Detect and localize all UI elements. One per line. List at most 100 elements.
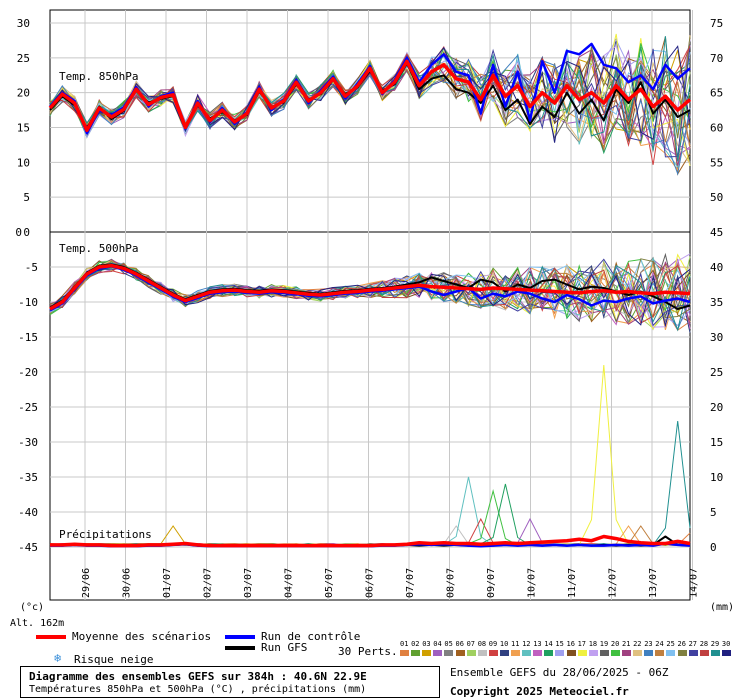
x-tick-label: 03/07 — [243, 568, 254, 598]
x-tick-label: 29/06 — [81, 568, 92, 598]
pert-color-swatch — [699, 650, 709, 656]
legend-mean-swatch — [36, 635, 66, 639]
legend-perts-label: 30 Perts. — [338, 645, 398, 658]
x-tick-label: 08/07 — [446, 568, 457, 598]
left-unit-label: (°c) — [20, 602, 44, 613]
y2-tick-label-850: 75 — [710, 17, 723, 30]
x-tick-label: 01/07 — [162, 568, 173, 598]
pert-color-swatch — [455, 650, 465, 656]
y2-tick-label-500: 0 — [710, 541, 717, 554]
pert-number-label: 17 — [577, 640, 587, 648]
pert-number-label: 06 — [455, 640, 464, 648]
legend-control-label: Run de contrôle — [261, 630, 361, 643]
pert-color-swatch — [411, 650, 421, 656]
pert-color-swatch — [566, 650, 576, 656]
y-tick-label-850: 25 — [17, 52, 30, 65]
y2-tick-label-500: 35 — [710, 296, 723, 309]
y-tick-label-850: 30 — [17, 17, 30, 30]
pert-color-swatch — [688, 650, 698, 656]
panel-label: Précipitations — [59, 528, 152, 541]
x-tick-label: 04/07 — [284, 568, 295, 598]
y-tick-label-850: 5 — [23, 191, 30, 204]
x-tick-label: 09/07 — [486, 568, 497, 598]
y2-tick-label-500: 45 — [710, 226, 723, 239]
legend-mean-label: Moyenne des scénarios — [72, 630, 212, 643]
y-tick-label-500: -25 — [18, 401, 38, 414]
pert-color-swatch — [488, 650, 498, 656]
x-tick-label: 07/07 — [405, 568, 416, 598]
legend-gfs: Run GFS — [225, 641, 307, 654]
pert-color-swatch — [710, 650, 720, 656]
pert-color-swatch — [422, 650, 432, 656]
pert-color-swatch — [644, 650, 654, 656]
right-unit-label: (mm) — [710, 602, 734, 613]
pert-number-label: 01 — [400, 640, 409, 648]
footer-copyright: Copyright 2025 Meteociel.fr — [450, 685, 629, 698]
y2-tick-label-500: 25 — [710, 366, 723, 379]
y-tick-label-850: 20 — [17, 87, 30, 100]
y-tick-label-500: -20 — [18, 366, 38, 379]
pert-number-label: 08 — [477, 640, 487, 648]
y-tick-label-500: -30 — [18, 436, 38, 449]
x-tick-label: 30/06 — [122, 568, 133, 598]
pert-number-label: 18 — [588, 640, 598, 648]
y-tick-label-500: -10 — [18, 296, 38, 309]
y2-tick-label-500: 30 — [710, 331, 723, 344]
pert-number-label: 16 — [566, 640, 575, 648]
y-tick-label-850: 15 — [17, 122, 30, 135]
pert-number-label: 10 — [499, 640, 509, 648]
legend-gfs-label: Run GFS — [261, 641, 308, 654]
chart-title: Diagramme des ensembles GEFS sur 384h : … — [29, 670, 367, 683]
member-line-850 — [49, 45, 691, 143]
pert-number-label: 29 — [710, 640, 720, 648]
y2-tick-label-850: 70 — [710, 52, 723, 65]
footer-run: Ensemble GEFS du 28/06/2025 - 06Z — [450, 666, 669, 679]
pert-number-label: 19 — [599, 640, 609, 648]
y2-tick-label-850: 55 — [710, 156, 723, 169]
y-tick-label-500: -5 — [25, 261, 38, 274]
pert-number-label: 28 — [699, 640, 709, 648]
pert-color-swatch — [610, 650, 620, 656]
y2-tick-label-500: 5 — [710, 506, 717, 519]
y2-tick-label-850: 65 — [710, 87, 723, 100]
y2-tick-label-500: 20 — [710, 401, 723, 414]
pert-number-label: 24 — [655, 640, 664, 648]
pert-number-label: 13 — [533, 640, 542, 648]
panel-label: Temp. 500hPa — [59, 242, 138, 255]
panel-label: Temp. 850hPa — [59, 70, 138, 83]
pert-color-swatch — [511, 650, 520, 656]
x-tick-label: 13/07 — [648, 568, 659, 598]
legend-control-swatch — [225, 635, 255, 639]
x-tick-label: 11/07 — [567, 568, 578, 598]
legend-mean: Moyenne des scénarios — [36, 630, 211, 643]
pert-color-swatch — [466, 650, 476, 656]
y-tick-label-500: 0 — [15, 226, 22, 239]
pert-color-swatch — [633, 650, 643, 656]
pert-number-label: 27 — [688, 640, 698, 648]
legend-gfs-swatch — [225, 646, 255, 650]
pert-number-label: 12 — [522, 640, 531, 648]
pert-number-label: 20 — [610, 640, 620, 648]
pert-number-label: 14 — [544, 640, 553, 648]
x-tick-label: 10/07 — [527, 568, 538, 598]
x-tick-label: 05/07 — [324, 568, 335, 598]
pert-color-swatch — [400, 650, 409, 656]
y-tick-label-500: -35 — [18, 471, 38, 484]
pert-color-swatch — [677, 650, 687, 656]
pert-color-swatch — [655, 650, 665, 656]
pert-color-swatch — [599, 650, 609, 656]
mean-line-panel-1 — [48, 59, 692, 133]
x-tick-label: 14/07 — [689, 568, 700, 598]
member-line-850 — [49, 36, 691, 162]
pert-color-swatch — [499, 650, 509, 656]
y2-tick-label-500: 40 — [710, 261, 723, 274]
y-tick-label-850: 10 — [17, 156, 30, 169]
mean-line-panel-2 — [49, 263, 691, 311]
mean-line-panel-3 — [50, 534, 691, 548]
snowflake-icon: ❄ — [54, 651, 62, 665]
pert-number-label: 02 — [411, 640, 420, 648]
altitude-label: Alt. 162m — [10, 618, 64, 629]
pert-number-label: 23 — [644, 640, 653, 648]
pert-color-swatch — [533, 650, 543, 656]
